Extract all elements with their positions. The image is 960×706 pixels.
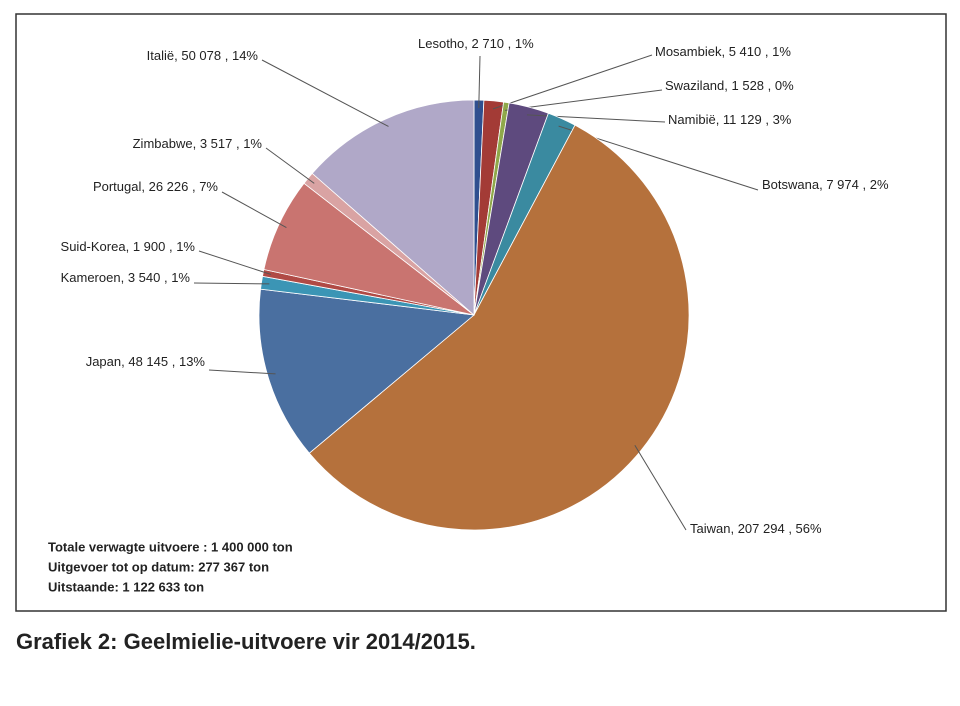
slice-percent: 2% xyxy=(870,177,889,192)
leader-line xyxy=(492,54,653,110)
slice-percent: 0% xyxy=(775,78,794,93)
separator: , xyxy=(721,44,728,59)
separator: , xyxy=(193,136,200,151)
note: Totale verwagte uitvoere : 1 400 000 ton xyxy=(48,539,293,554)
slice-label: Kameroen, 3 540 , 1% xyxy=(61,270,191,285)
slice-label: Swaziland, 1 528 , 0% xyxy=(665,78,794,93)
separator: , xyxy=(716,112,723,127)
slice-name: Kameroen xyxy=(61,270,121,285)
slice-value: 2 710 xyxy=(472,36,505,51)
slice-percent: 1% xyxy=(176,239,195,254)
slice-label: Lesotho, 2 710 , 1% xyxy=(418,36,534,51)
leader-line xyxy=(478,55,481,109)
separator: , xyxy=(121,270,128,285)
separator: , xyxy=(764,78,775,93)
leader-line xyxy=(193,282,270,285)
slice-percent: 1% xyxy=(515,36,534,51)
separator: , xyxy=(724,78,731,93)
leader-line xyxy=(208,369,276,375)
separator: , xyxy=(761,44,772,59)
separator: , xyxy=(168,354,179,369)
note: Uitgevoer tot op datum: 277 367 ton xyxy=(48,559,269,574)
slice-percent: 13% xyxy=(179,354,205,369)
slice-label: Namibië, 11 129 , 3% xyxy=(668,112,792,127)
slice-label: Taiwan, 207 294 , 56% xyxy=(690,521,822,536)
slice-value: 11 129 xyxy=(723,112,762,127)
slice-value: 7 974 xyxy=(826,177,859,192)
slice-value: 3 517 xyxy=(200,136,233,151)
slice-name: Italië xyxy=(147,48,174,63)
pie-slice xyxy=(258,288,475,454)
pie-slice xyxy=(308,124,690,531)
slice-value: 1 900 xyxy=(133,239,166,254)
slice-value: 207 294 xyxy=(738,521,785,536)
slice-value: 50 078 xyxy=(181,48,221,63)
slice-percent: 14% xyxy=(232,48,258,63)
separator: , xyxy=(160,270,171,285)
slice-percent: 3% xyxy=(773,112,792,127)
separator: , xyxy=(141,179,148,194)
slice-percent: 1% xyxy=(772,44,791,59)
separator: , xyxy=(762,112,773,127)
slice-percent: 56% xyxy=(796,521,822,536)
separator: , xyxy=(165,239,176,254)
separator: , xyxy=(121,354,128,369)
slice-name: Zimbabwe xyxy=(133,136,193,151)
slice-label: Botswana, 7 974 , 2% xyxy=(762,177,889,192)
slice-label: Mosambiek, 5 410 , 1% xyxy=(655,44,791,59)
slice-name: Lesotho xyxy=(418,36,464,51)
slice-percent: 7% xyxy=(199,179,218,194)
slice-label: Portugal, 26 226 , 7% xyxy=(93,179,218,194)
separator: , xyxy=(188,179,199,194)
slice-label: Italië, 50 078 , 14% xyxy=(147,48,259,63)
slice-value: 48 145 xyxy=(128,354,168,369)
slice-name: Taiwan xyxy=(690,521,730,536)
slice-name: Namibië xyxy=(668,112,716,127)
note: Uitstaande: 1 122 633 ton xyxy=(48,579,204,594)
separator: , xyxy=(174,48,181,63)
leader-line xyxy=(261,59,389,127)
slice-label: Zimbabwe, 3 517 , 1% xyxy=(133,136,263,151)
separator: , xyxy=(232,136,243,151)
separator: , xyxy=(730,521,737,536)
slice-name: Botswana xyxy=(762,177,820,192)
caption: Grafiek 2: Geelmielie-uitvoere vir 2014/… xyxy=(16,629,476,654)
leader-line xyxy=(634,445,687,531)
slice-name: Portugal xyxy=(93,179,142,194)
separator: , xyxy=(859,177,870,192)
separator: , xyxy=(126,239,133,254)
separator: , xyxy=(464,36,471,51)
separator: , xyxy=(785,521,796,536)
slice-name: Mosambiek xyxy=(655,44,722,59)
slice-value: 5 410 xyxy=(729,44,762,59)
slice-name: Japan xyxy=(86,354,121,369)
slice-name: Swaziland xyxy=(665,78,724,93)
slice-label: Suid-Korea, 1 900 , 1% xyxy=(61,239,196,254)
pie-slice xyxy=(311,99,475,316)
leader-line xyxy=(265,147,315,184)
slice-value: 3 540 xyxy=(128,270,161,285)
separator: , xyxy=(221,48,232,63)
leader-line xyxy=(505,89,663,111)
separator: , xyxy=(504,36,515,51)
leader-line xyxy=(221,191,287,228)
separator: , xyxy=(819,177,826,192)
slice-value: 26 226 xyxy=(149,179,189,194)
slice-percent: 1% xyxy=(171,270,190,285)
slice-value: 1 528 xyxy=(732,78,765,93)
slice-label: Japan, 48 145 , 13% xyxy=(86,354,206,369)
slice-name: Suid-Korea xyxy=(61,239,127,254)
leader-line xyxy=(198,250,272,275)
slice-percent: 1% xyxy=(243,136,262,151)
